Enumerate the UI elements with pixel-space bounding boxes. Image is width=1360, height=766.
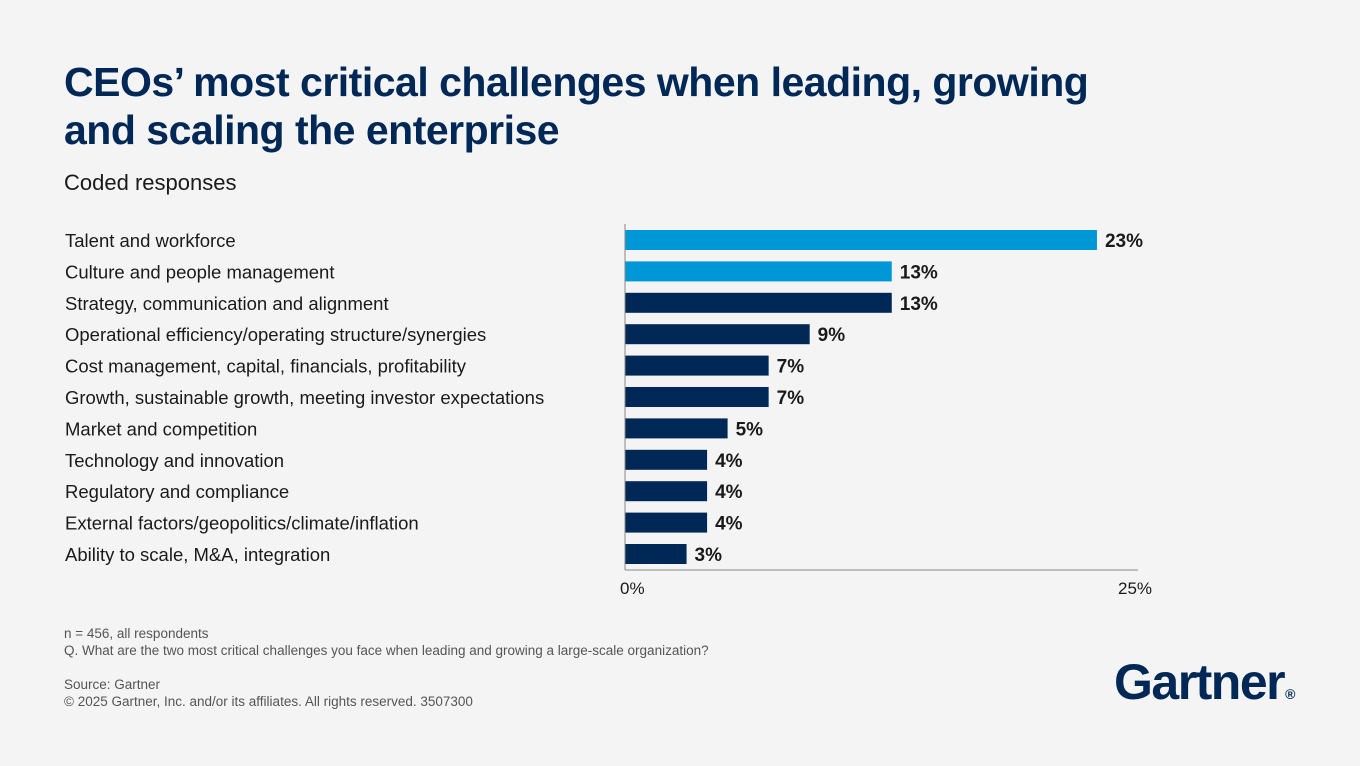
bar-chart: Talent and workforce 23% Culture and peopl… bbox=[65, 224, 1152, 598]
category-label: Market and competition bbox=[65, 418, 257, 439]
category-label: Cost management, capital, financials, pr… bbox=[65, 356, 467, 377]
bar bbox=[625, 418, 728, 439]
data-label: 7% bbox=[777, 388, 805, 409]
registered-mark: ® bbox=[1285, 686, 1296, 702]
data-label: 3% bbox=[695, 545, 723, 566]
category-label: Regulatory and compliance bbox=[65, 481, 289, 502]
copyright-note: © 2025 Gartner, Inc. and/or its affiliat… bbox=[64, 694, 473, 709]
bar bbox=[625, 261, 892, 282]
data-label: 7% bbox=[777, 357, 805, 378]
gartner-logo: Gartner® bbox=[1114, 652, 1295, 724]
sample-size-note: n = 456, all respondents bbox=[64, 626, 209, 641]
bar bbox=[625, 449, 708, 470]
chart-title: CEOs’ most critical challenges when lead… bbox=[64, 59, 1089, 153]
category-label: Ability to scale, M&A, integration bbox=[65, 544, 330, 565]
bar bbox=[625, 544, 687, 564]
data-label: 23% bbox=[1105, 231, 1143, 252]
chart-subtitle: Coded responses bbox=[64, 170, 237, 195]
bar bbox=[625, 355, 769, 376]
category-label: Culture and people management bbox=[65, 261, 334, 282]
bar bbox=[625, 292, 892, 313]
bar bbox=[625, 387, 769, 407]
x-tick-label: 0% bbox=[620, 579, 645, 598]
data-label: 4% bbox=[715, 514, 743, 535]
data-label: 9% bbox=[818, 325, 846, 346]
data-label: 13% bbox=[900, 262, 938, 283]
footnotes: n = 456, all respondents Q. What are the… bbox=[64, 625, 709, 710]
bar bbox=[625, 230, 1097, 250]
data-label: 4% bbox=[715, 482, 743, 503]
category-label: Operational efficiency/operating structu… bbox=[65, 324, 486, 345]
bar bbox=[625, 481, 708, 502]
x-tick-label: 25% bbox=[1118, 579, 1152, 598]
category-label: Growth, sustainable growth, meeting inve… bbox=[65, 387, 544, 408]
logo-text: Gartner bbox=[1114, 654, 1286, 710]
category-label: Technology and innovation bbox=[65, 450, 284, 471]
category-label: Strategy, communication and alignment bbox=[65, 293, 389, 314]
data-label: 13% bbox=[900, 294, 938, 315]
data-label: 4% bbox=[715, 451, 743, 472]
bar bbox=[625, 512, 708, 533]
data-label: 5% bbox=[736, 419, 764, 440]
survey-question-note: Q. What are the two most critical challe… bbox=[64, 643, 709, 658]
bar bbox=[625, 324, 810, 345]
category-label: External factors/geopolitics/climate/inf… bbox=[65, 513, 419, 534]
category-label: Talent and workforce bbox=[65, 230, 236, 251]
source-note: Source: Gartner bbox=[64, 677, 161, 692]
